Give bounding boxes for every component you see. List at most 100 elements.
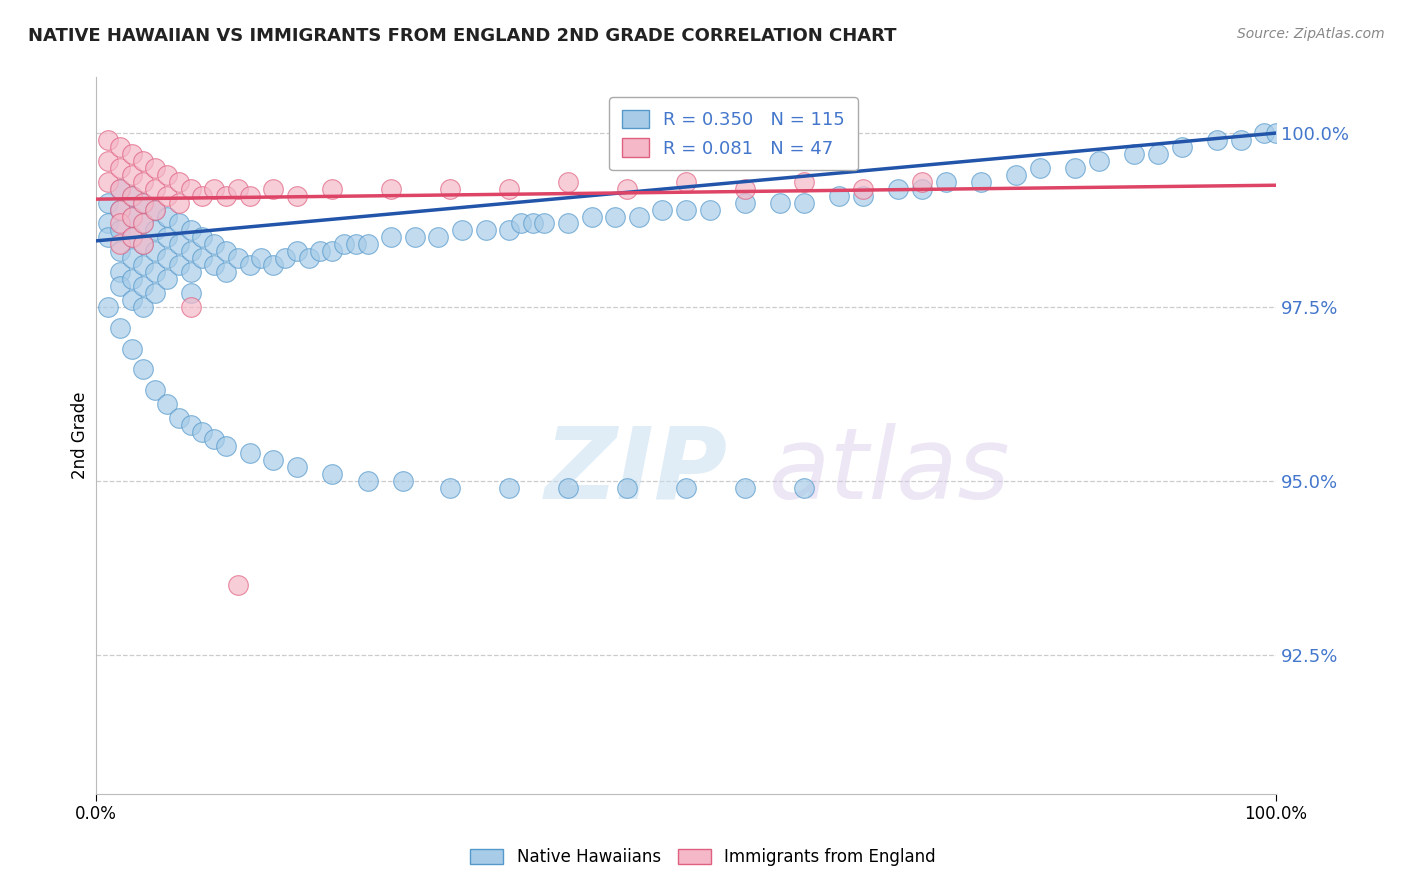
Point <box>285 244 308 259</box>
Point <box>121 272 143 286</box>
Point <box>156 252 179 266</box>
Point <box>734 182 756 196</box>
Point <box>321 244 343 259</box>
Point <box>108 182 131 196</box>
Point <box>911 175 934 189</box>
Point <box>215 188 238 202</box>
Point <box>215 244 238 259</box>
Point <box>121 210 143 224</box>
Point <box>911 182 934 196</box>
Point <box>616 481 638 495</box>
Point <box>533 217 555 231</box>
Point <box>156 168 179 182</box>
Point <box>108 182 131 196</box>
Point <box>616 182 638 196</box>
Point <box>132 175 155 189</box>
Point <box>285 459 308 474</box>
Point <box>121 188 143 202</box>
Point <box>108 265 131 279</box>
Text: NATIVE HAWAIIAN VS IMMIGRANTS FROM ENGLAND 2ND GRADE CORRELATION CHART: NATIVE HAWAIIAN VS IMMIGRANTS FROM ENGLA… <box>28 27 897 45</box>
Point <box>238 446 260 460</box>
Point <box>380 230 402 244</box>
Point <box>108 140 131 154</box>
Legend: R = 0.350   N = 115, R = 0.081   N = 47: R = 0.350 N = 115, R = 0.081 N = 47 <box>609 97 858 170</box>
Point <box>180 285 202 300</box>
Point <box>97 195 120 210</box>
Point <box>132 237 155 252</box>
Point <box>262 182 284 196</box>
Point <box>887 182 910 196</box>
Point <box>226 578 249 592</box>
Point <box>156 230 179 244</box>
Point <box>167 258 190 272</box>
Point <box>167 195 190 210</box>
Point <box>451 223 474 237</box>
Point <box>132 258 155 272</box>
Point <box>121 342 143 356</box>
Point <box>581 210 603 224</box>
Point <box>392 474 415 488</box>
Point <box>509 217 531 231</box>
Point <box>121 188 143 202</box>
Point <box>121 230 143 244</box>
Text: ZIP: ZIP <box>544 423 727 520</box>
Point <box>1229 133 1251 147</box>
Point <box>108 279 131 293</box>
Point <box>202 432 225 446</box>
Point <box>191 230 214 244</box>
Point <box>143 202 166 217</box>
Point <box>191 252 214 266</box>
Point <box>180 418 202 433</box>
Point <box>935 175 957 189</box>
Point <box>167 217 190 231</box>
Point <box>793 481 815 495</box>
Point <box>132 153 155 168</box>
Point <box>262 453 284 467</box>
Point <box>356 237 378 252</box>
Point <box>143 285 166 300</box>
Point <box>651 202 673 217</box>
Point <box>769 195 792 210</box>
Point <box>557 175 579 189</box>
Point <box>156 210 179 224</box>
Point <box>132 195 155 210</box>
Point <box>852 182 875 196</box>
Point <box>1253 126 1275 140</box>
Point <box>675 481 697 495</box>
Point <box>143 161 166 175</box>
Point <box>675 202 697 217</box>
Point <box>828 188 851 202</box>
Point <box>1265 126 1288 140</box>
Point <box>226 182 249 196</box>
Point <box>108 217 131 231</box>
Point <box>297 252 319 266</box>
Point <box>1064 161 1087 175</box>
Point <box>156 188 179 202</box>
Point <box>121 147 143 161</box>
Point <box>333 237 356 252</box>
Point <box>238 258 260 272</box>
Point <box>97 300 120 314</box>
Point <box>262 258 284 272</box>
Point <box>274 252 297 266</box>
Point <box>404 230 426 244</box>
Y-axis label: 2nd Grade: 2nd Grade <box>72 392 89 479</box>
Point <box>108 223 131 237</box>
Point <box>132 279 155 293</box>
Point <box>238 188 260 202</box>
Point <box>734 195 756 210</box>
Point <box>202 237 225 252</box>
Point <box>498 223 520 237</box>
Point <box>380 182 402 196</box>
Point <box>121 293 143 307</box>
Point <box>108 237 131 252</box>
Point <box>557 217 579 231</box>
Point <box>321 182 343 196</box>
Point <box>970 175 993 189</box>
Point <box>734 481 756 495</box>
Point <box>180 223 202 237</box>
Point <box>108 202 131 217</box>
Point <box>180 300 202 314</box>
Point <box>121 168 143 182</box>
Point <box>97 230 120 244</box>
